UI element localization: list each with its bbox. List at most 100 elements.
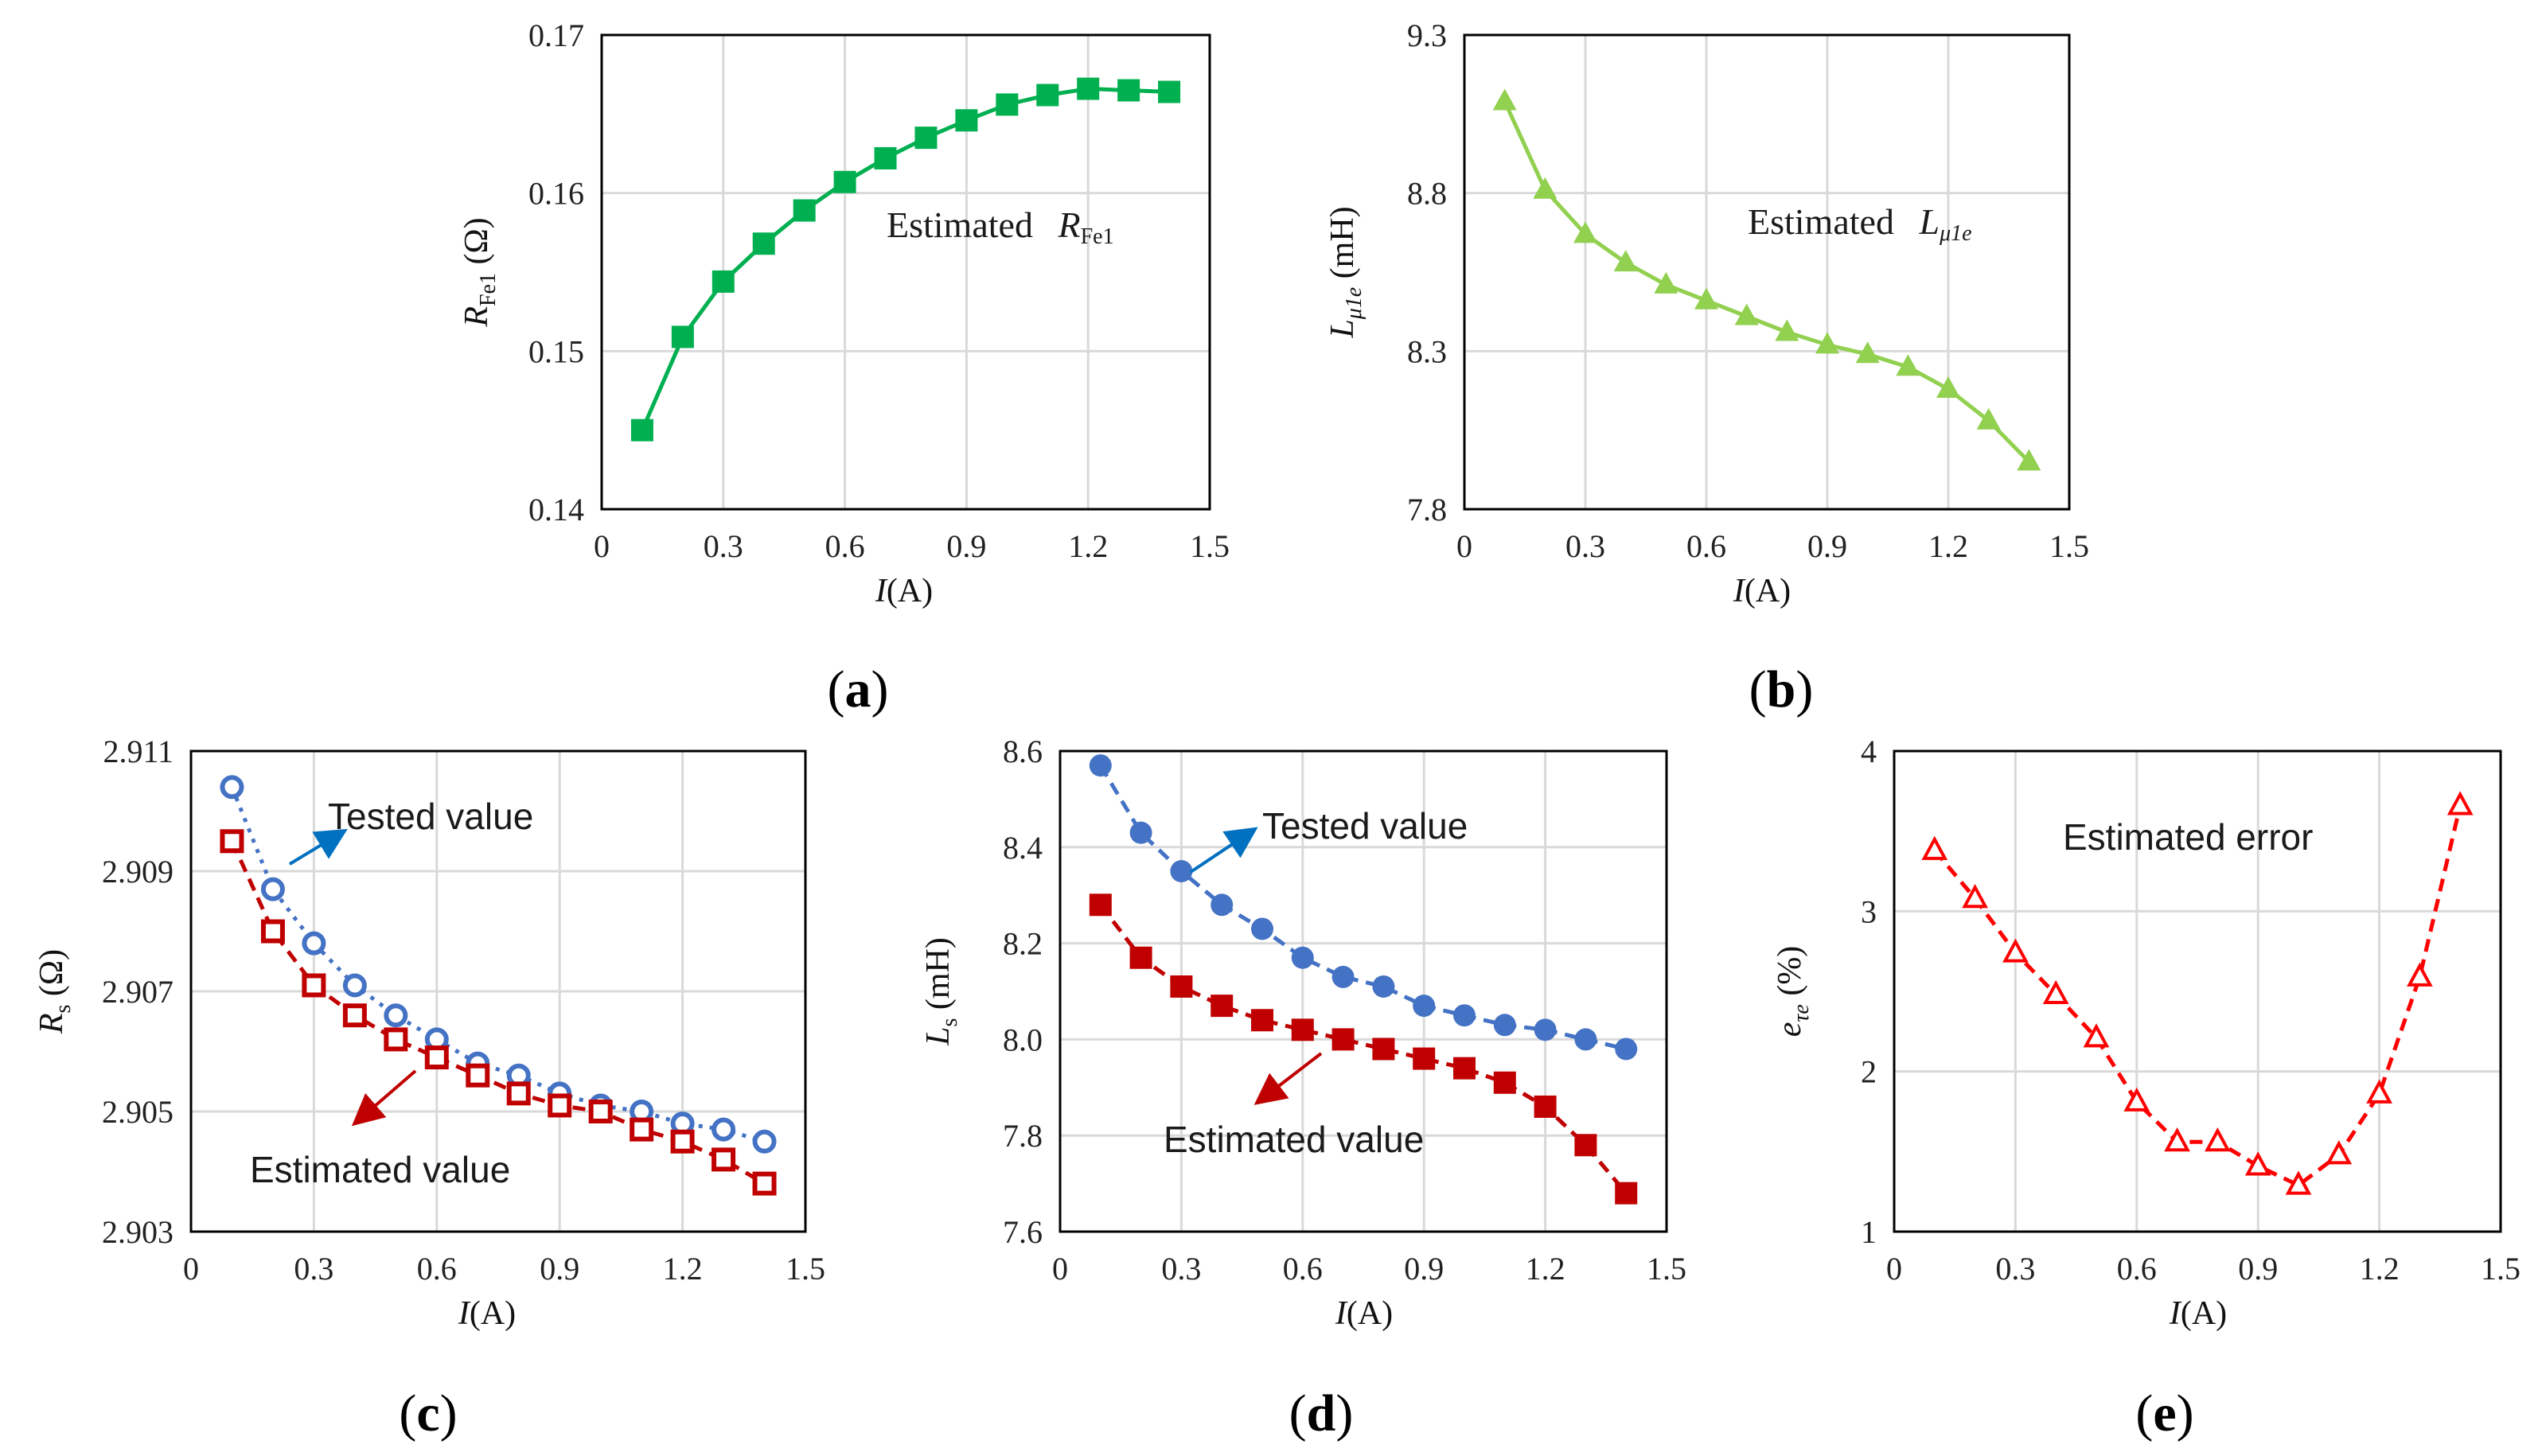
chart-a-series-0-point bbox=[1117, 79, 1140, 102]
chart-e-series-0-point bbox=[2366, 1079, 2392, 1104]
chart-c-ylabel-unit: (Ω) bbox=[33, 949, 70, 1005]
chart-e-xtick-label: 0.6 bbox=[2117, 1251, 2157, 1287]
chart-b-annotation-var: L bbox=[1918, 201, 1940, 242]
chart-c-series-1-point bbox=[220, 829, 244, 854]
chart-a-panel-letter: a bbox=[845, 660, 871, 718]
chart-b-series-0-point bbox=[2017, 449, 2041, 471]
chart-c-series-0-point bbox=[712, 1117, 736, 1142]
chart-b-xtick-label: 1.5 bbox=[2049, 528, 2089, 564]
chart-c-xlabel-var: I bbox=[458, 1295, 471, 1332]
chart-e-series-0-point bbox=[2326, 1140, 2353, 1165]
chart-b-xtick-label: 0.3 bbox=[1565, 528, 1605, 564]
chart-d-xtick-label: 1.5 bbox=[1647, 1251, 1686, 1287]
chart-e-plot-frame bbox=[1893, 749, 2502, 1233]
chart-d-series-0-point bbox=[1331, 965, 1355, 988]
chart-d-series-1-point bbox=[1413, 1047, 1436, 1070]
chart-e-xtick-label: 0.9 bbox=[2238, 1251, 2278, 1287]
chart-e-series-0-point bbox=[1921, 835, 1948, 860]
chart-c-series-1-point bbox=[260, 919, 285, 944]
chart-e-xlabel-unit: (A) bbox=[2181, 1295, 2227, 1332]
chart-e-xtick-label: 1.2 bbox=[2360, 1251, 2400, 1287]
chart-c-panel-letter: c bbox=[416, 1384, 439, 1442]
chart-a-series-0-point bbox=[752, 232, 775, 255]
chart-d-series-0-point bbox=[1372, 975, 1395, 998]
chart-d-panel-label: (d) bbox=[1289, 1384, 1354, 1442]
chart-a-xtick-label: 0.9 bbox=[946, 528, 986, 564]
chart-b-series-0-line bbox=[1503, 100, 2031, 464]
chart-b-ytick-label: 8.3 bbox=[1407, 333, 1447, 369]
chart-d-ytick-label: 8.0 bbox=[1003, 1022, 1043, 1057]
chart-a-ytick-label: 0.14 bbox=[528, 492, 584, 528]
chart-c-annotation-label-0: Tested value bbox=[328, 796, 533, 837]
chart-a-xlabel: I(A) bbox=[875, 573, 933, 609]
chart-e-ylabel: eτe (%) bbox=[1772, 946, 1814, 1037]
chart-d-series-1-point bbox=[1453, 1057, 1476, 1080]
chart-c: 0 0.3 0.6 0.9 1.2 1.5 2.903 2.905 2.907 2.909 2.91… bbox=[33, 734, 825, 1442]
chart-a-xtick-label: 1.5 bbox=[1190, 528, 1230, 564]
chart-a-xtick-label: 0.6 bbox=[825, 528, 865, 564]
chart-c-series-0-point bbox=[384, 1003, 408, 1028]
chart-d-series-1-point bbox=[1372, 1037, 1395, 1061]
chart-a-annotation: Estimated RFe1 bbox=[887, 204, 1114, 249]
chart-c-ylabel: Rs (Ω) bbox=[33, 949, 76, 1034]
chart-b-ytick-label: 8.8 bbox=[1407, 176, 1447, 212]
chart-e-series-0-point bbox=[2407, 962, 2433, 987]
chart-e-series-0-point bbox=[2123, 1087, 2150, 1111]
chart-b-ylabel-var: L bbox=[1324, 319, 1361, 338]
chart-a: 0 0.3 0.6 0.9 1.2 1.50.140.150.160.17I(A)RFe1… bbox=[458, 18, 1230, 718]
chart-a-series-0-point bbox=[671, 325, 694, 348]
chart-d-xtick-label: 0.9 bbox=[1404, 1251, 1444, 1287]
chart-b-series-0-point bbox=[1855, 341, 1880, 364]
chart-d-series-0-point bbox=[1453, 1004, 1476, 1027]
chart-d-xlabel: I(A) bbox=[1335, 1295, 1393, 1332]
chart-b-annotation-text: Estimated bbox=[1748, 201, 1894, 242]
chart-a-annotation-var: R bbox=[1057, 204, 1080, 245]
chart-a-ylabel-sub: Fe1 bbox=[476, 273, 501, 306]
chart-a-series-0-point bbox=[793, 199, 816, 222]
chart-e-ytick-label: 1 bbox=[1861, 1214, 1877, 1250]
chart-c-plot-frame bbox=[189, 749, 807, 1233]
chart-b-annotation-sub: μ1e bbox=[1939, 221, 1971, 246]
chart-d-series-0-point bbox=[1089, 754, 1112, 777]
chart-c-series-0-point bbox=[260, 877, 285, 901]
chart-d-xlabel-var: I bbox=[1335, 1295, 1348, 1332]
chart-d-series-1-point bbox=[1574, 1134, 1597, 1157]
chart-e-series-0-point bbox=[2002, 938, 2029, 963]
chart-c-xtick-label: 0.6 bbox=[417, 1251, 457, 1287]
chart-b-ylabel-sub: μ1e bbox=[1342, 287, 1367, 320]
chart-d-series-1-point bbox=[1170, 975, 1193, 998]
chart-d-panel-letter: d bbox=[1307, 1384, 1336, 1442]
chart-d-annotation-arrow-0 bbox=[1189, 827, 1258, 874]
chart-d-ylabel-unit: (mH) bbox=[920, 937, 957, 1018]
chart-c-series-0-line bbox=[230, 786, 766, 1144]
chart-d-xtick-label: 0.3 bbox=[1161, 1251, 1201, 1287]
chart-a-ytick-label: 0.15 bbox=[528, 333, 584, 369]
chart-b-series-0-point bbox=[1734, 303, 1759, 325]
chart-b-series-0-point bbox=[1492, 88, 1517, 111]
chart-d-ylabel-var: L bbox=[920, 1027, 957, 1046]
chart-c-series-1-point bbox=[752, 1171, 777, 1196]
chart-b-panel-label: (b) bbox=[1749, 660, 1814, 718]
chart-b-series-0-point bbox=[1896, 354, 1920, 376]
chart-d-plot-frame bbox=[1059, 749, 1668, 1233]
chart-e-series-0-point bbox=[2205, 1127, 2231, 1152]
chart-b-xtick-label: 0.6 bbox=[1686, 528, 1726, 564]
chart-d-ylabel-sub: s bbox=[938, 1018, 962, 1027]
chart-b-xlabel-unit: (A) bbox=[1745, 573, 1791, 609]
chart-a-xlabel-var: I bbox=[875, 573, 888, 609]
chart-a-ylabel-unit: (Ω) bbox=[458, 217, 495, 273]
chart-a-annotation-text: Estimated bbox=[887, 204, 1033, 245]
chart-c-xtick-label: 1.2 bbox=[663, 1251, 703, 1287]
chart-d-series-1-point bbox=[1251, 1009, 1273, 1032]
chart-c-xtick-label: 0.3 bbox=[294, 1251, 333, 1287]
chart-c-series-1-point bbox=[466, 1063, 490, 1088]
chart-d-ytick-label: 8.6 bbox=[1003, 734, 1043, 769]
chart-d-ylabel: Ls (mH) bbox=[920, 937, 962, 1046]
chart-e-series-0-line bbox=[1932, 804, 2462, 1188]
chart-d-ytick-label: 7.6 bbox=[1003, 1214, 1043, 1250]
chart-d-ytick-label: 8.2 bbox=[1003, 926, 1043, 962]
chart-a-series-0-point bbox=[833, 170, 856, 193]
chart-e-xlabel: I(A) bbox=[2169, 1295, 2227, 1332]
